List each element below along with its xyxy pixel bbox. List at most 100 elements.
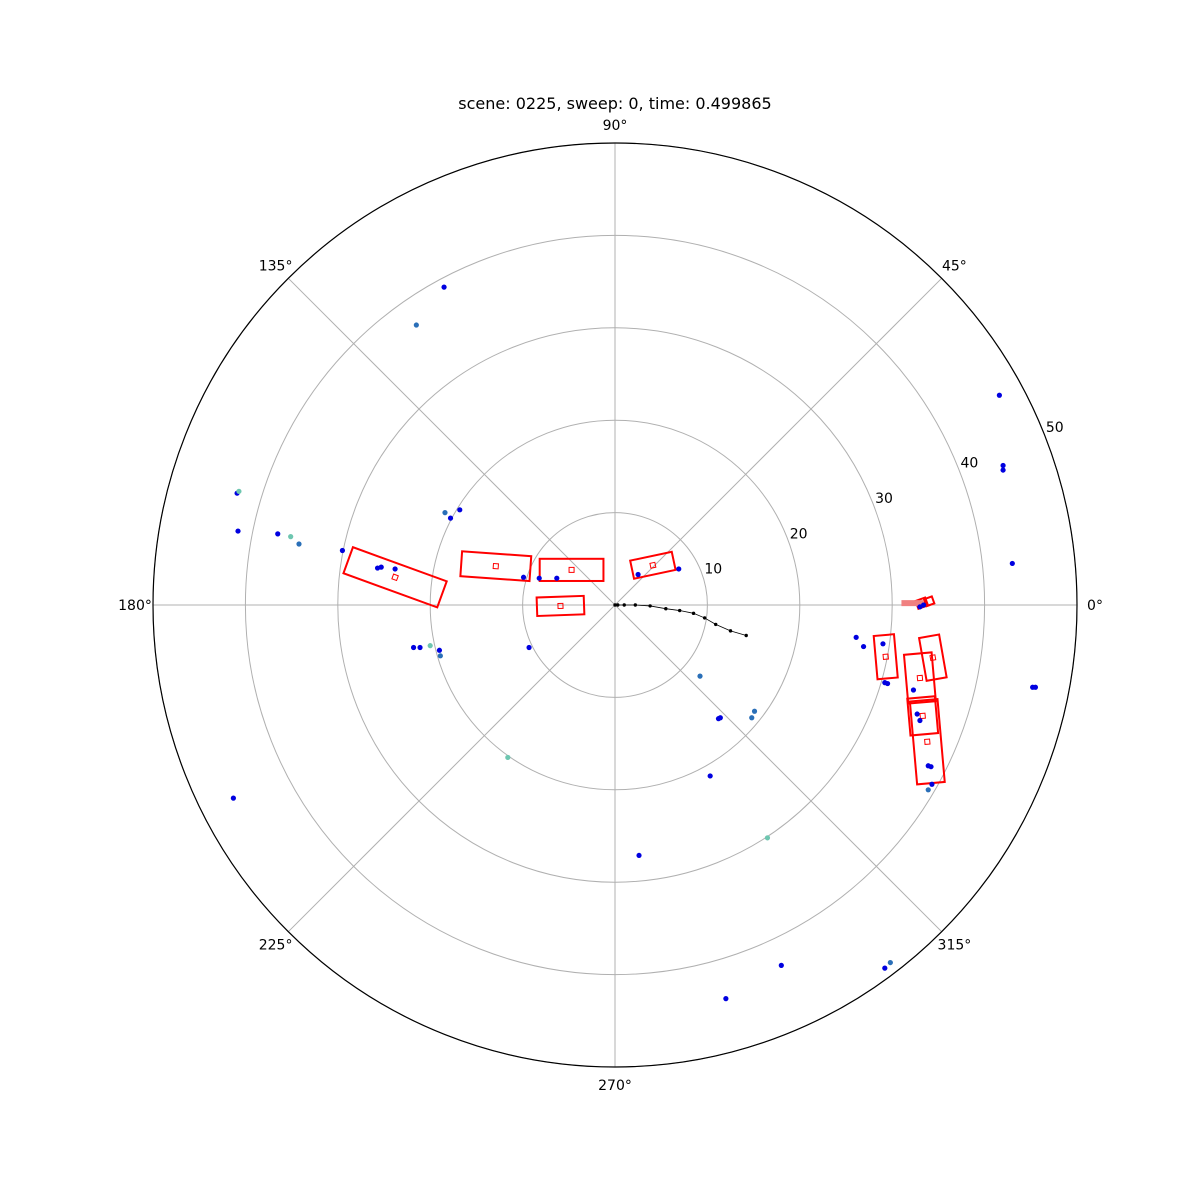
- radar-point: [929, 781, 935, 787]
- box-outline: [342, 545, 448, 609]
- box-outline: [459, 550, 533, 583]
- polar-grid: [152, 142, 1078, 1068]
- box-outline: [902, 651, 937, 705]
- radar-point: [436, 647, 443, 653]
- bounding-box: [908, 698, 946, 786]
- angular-gridline: [287, 277, 616, 606]
- plot-boundary: [152, 142, 1078, 1068]
- bounding-box: [628, 550, 677, 580]
- radar-point: [1009, 560, 1015, 567]
- box-center-marker: [568, 566, 575, 573]
- radial-tick-label: 30: [875, 491, 893, 507]
- radar-point: [427, 643, 433, 649]
- angle-tick-label: 315°: [938, 937, 972, 953]
- radar-point: [910, 687, 917, 693]
- radar-point: [288, 534, 294, 540]
- axis-ticks: 10 20 30 40 50 0° 45° 90° 135° 180° 225° 270° 315°: [118, 118, 1103, 1094]
- bounding-box: [922, 595, 936, 608]
- angle-tick-label: 180°: [118, 598, 152, 614]
- angle-tick-label: 0°: [1087, 598, 1103, 614]
- box-center-marker: [919, 712, 926, 720]
- radar-point: [880, 641, 886, 647]
- bounding-box: [538, 557, 605, 582]
- bounding-box: [872, 633, 899, 681]
- trajectory-point: [613, 603, 617, 607]
- box-outline: [908, 698, 946, 786]
- box-outline: [922, 595, 936, 608]
- radar-point: [928, 764, 934, 770]
- trajectory-point: [728, 629, 733, 633]
- box-center-marker: [649, 561, 657, 569]
- radial-gridline: [337, 327, 893, 883]
- radar-point: [296, 541, 302, 547]
- radar-point: [676, 566, 682, 572]
- radial-tick-label: 40: [960, 456, 978, 472]
- radar-point: [1030, 684, 1036, 690]
- radar-point: [526, 644, 532, 651]
- radar-point: [392, 566, 398, 572]
- bounding-box: [342, 545, 448, 609]
- angular-gridline: [614, 277, 943, 606]
- bounding-box: [906, 695, 940, 737]
- radar-point: [339, 547, 346, 554]
- radar-point: [723, 996, 729, 1002]
- radar-point: [921, 602, 927, 608]
- radar-point: [751, 708, 758, 714]
- trajectory-point: [616, 603, 620, 607]
- bounding-box: [459, 550, 533, 583]
- radar-point: [884, 680, 891, 687]
- plot-area: [230, 284, 1039, 1002]
- radar-point: [715, 716, 722, 722]
- radar-point: [235, 528, 241, 534]
- trajectory-point: [622, 603, 626, 607]
- trajectory-point: [691, 611, 696, 616]
- radar-point: [860, 643, 867, 650]
- angle-tick-label: 135°: [259, 259, 293, 275]
- radar-point: [636, 852, 642, 859]
- radar-point: [697, 673, 703, 679]
- box-outline: [872, 633, 899, 681]
- box-center-marker: [929, 654, 937, 662]
- radar-point: [410, 644, 417, 651]
- radar-point: [1000, 467, 1006, 473]
- trajectory-point: [633, 603, 638, 607]
- radial-gridline: [244, 234, 986, 976]
- box-center-marker: [916, 674, 924, 682]
- radar-point: [236, 488, 242, 494]
- radar-point: [914, 711, 920, 717]
- angle-tick-label: 225°: [259, 937, 293, 953]
- box-outline: [917, 633, 948, 682]
- trajectory-point: [648, 604, 652, 608]
- angular-gridline: [287, 604, 616, 933]
- radar-point: [413, 322, 419, 328]
- box-center-marker: [391, 573, 399, 582]
- box-center-marker: [492, 562, 500, 570]
- chart-title: scene: 0225, sweep: 0, time: 0.499865: [458, 94, 771, 113]
- trajectory-point: [702, 616, 707, 620]
- box-outline: [535, 594, 586, 618]
- angle-tick-label: 90°: [603, 118, 628, 134]
- angle-tick-label: 270°: [598, 1078, 632, 1094]
- box-center-marker: [557, 602, 564, 610]
- radar-point: [457, 507, 463, 513]
- box-center-marker: [924, 738, 931, 746]
- radar-point: [707, 773, 713, 779]
- box-outline: [906, 695, 940, 737]
- radar-point: [853, 634, 859, 640]
- trajectory-point: [664, 606, 668, 611]
- radar-point: [554, 575, 560, 581]
- radar-point: [749, 715, 755, 721]
- bounding-box: [917, 633, 948, 682]
- radial-gridline: [522, 512, 708, 698]
- radar-point: [917, 717, 923, 724]
- radial-tick-label: 10: [704, 562, 722, 578]
- radar-point: [374, 565, 381, 571]
- angular-gridline: [614, 604, 943, 933]
- trajectory-point: [714, 622, 718, 627]
- radar-point: [417, 644, 423, 651]
- radar-point: [520, 574, 527, 580]
- radar-point: [882, 965, 888, 971]
- radar-point: [437, 653, 443, 659]
- radar-point: [505, 754, 511, 761]
